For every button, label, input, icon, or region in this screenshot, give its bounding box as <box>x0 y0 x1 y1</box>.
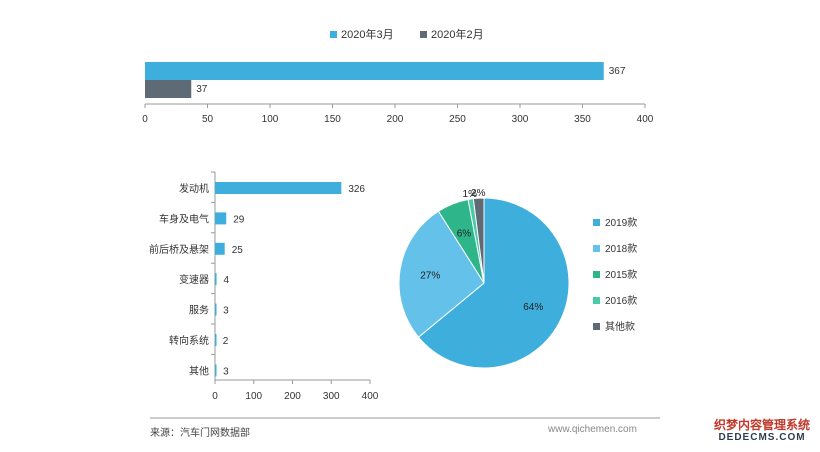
category-label-2: 前后桥及悬架 <box>149 243 209 256</box>
bar-3 <box>215 273 217 286</box>
category-label-4: 服务 <box>189 304 209 317</box>
watermark: 织梦内容管理系统 DEDECMS.COM <box>706 418 818 444</box>
site-url: www.qichemen.com <box>548 424 637 435</box>
bar-4 <box>215 303 217 316</box>
bar-2 <box>215 242 225 255</box>
bar-0 <box>215 182 342 194</box>
bar-6 <box>215 364 217 377</box>
category-label-5: 转向系统 <box>169 334 209 347</box>
legend-swatch-2 <box>593 271 600 278</box>
legend-swatch-0 <box>593 219 600 226</box>
x-tick-label-0: 0 <box>142 114 148 125</box>
x-tick-label-3: 300 <box>323 391 340 402</box>
legend-label-3: 2016款 <box>605 294 637 307</box>
bar-1 <box>215 212 227 225</box>
watermark-line1: 织梦内容管理系统 <box>713 418 810 432</box>
x-tick-label-0: 0 <box>212 391 218 402</box>
chart-fault-categories: 发动机 326 车身及电气 29 前后桥及悬架 25 变速器 4 服务 3 转向系统 2 其他 3 0 100… <box>149 171 660 419</box>
x-tick-label-5: 250 <box>449 114 466 125</box>
pie-slice-4 <box>472 197 485 284</box>
x-tick-label-6: 300 <box>512 114 529 125</box>
category-label-6: 其他 <box>189 364 209 377</box>
legend-label-1: 2020年2月 <box>431 27 484 41</box>
legend-swatch-4 <box>593 323 600 330</box>
bar-label-1: 37 <box>196 84 208 95</box>
legend-swatch-1 <box>593 245 600 252</box>
watermark-line2: DEDECMS.COM <box>718 432 806 443</box>
x-tick-label-1: 50 <box>202 114 214 125</box>
pie-label-4: 2% <box>471 188 486 199</box>
source-note: 来源：汽车门网数据部 <box>150 428 250 439</box>
legend-label-0: 2020年3月 <box>341 27 394 41</box>
x-tick-label-4: 200 <box>387 114 404 125</box>
bar-label-3: 4 <box>224 275 230 286</box>
pie-label-0: 64% <box>523 302 543 313</box>
x-tick-label-1: 100 <box>245 391 262 402</box>
category-label-0: 发动机 <box>179 182 209 195</box>
bar-label-2: 25 <box>232 245 244 256</box>
legend-swatch-1 <box>420 31 427 38</box>
bar-label-5: 2 <box>223 336 229 347</box>
x-tick-label-2: 100 <box>262 114 279 125</box>
x-tick-label-3: 150 <box>324 114 341 125</box>
x-tick-label-8: 400 <box>637 114 654 125</box>
pie-slice-0 <box>417 197 570 369</box>
legend-label-4: 其他款 <box>605 320 635 333</box>
x-tick-label-7: 350 <box>574 114 591 125</box>
bar-label-0: 367 <box>609 66 626 77</box>
pie-label-2: 6% <box>457 228 472 239</box>
bar-label-4: 3 <box>223 306 229 317</box>
legend-label-0: 2019款 <box>605 216 637 229</box>
pie-label-3: 1% <box>463 189 478 200</box>
legend-label-1: 2018款 <box>605 242 637 255</box>
bar-label-1: 29 <box>233 214 245 225</box>
pie-slice-1 <box>398 210 485 338</box>
legend-label-2: 2015款 <box>605 268 637 281</box>
x-tick-label-4: 400 <box>362 391 379 402</box>
bar-label-6: 3 <box>223 366 229 377</box>
x-tick-label-2: 200 <box>284 391 301 402</box>
pie-label-1: 27% <box>420 270 440 281</box>
category-label-3: 变速器 <box>179 273 209 286</box>
legend-swatch-3 <box>593 297 600 304</box>
legend-swatch-0 <box>330 31 337 38</box>
category-label-1: 车身及电气 <box>159 212 209 225</box>
bar-1 <box>145 80 192 98</box>
bar-label-0: 326 <box>348 184 365 195</box>
bar-0 <box>145 62 604 80</box>
chart-top-comparison: 2020年3月 2020年2月 367 37 0 50 100 150 200 250 300 350… <box>142 27 654 125</box>
bar-5 <box>215 334 217 346</box>
